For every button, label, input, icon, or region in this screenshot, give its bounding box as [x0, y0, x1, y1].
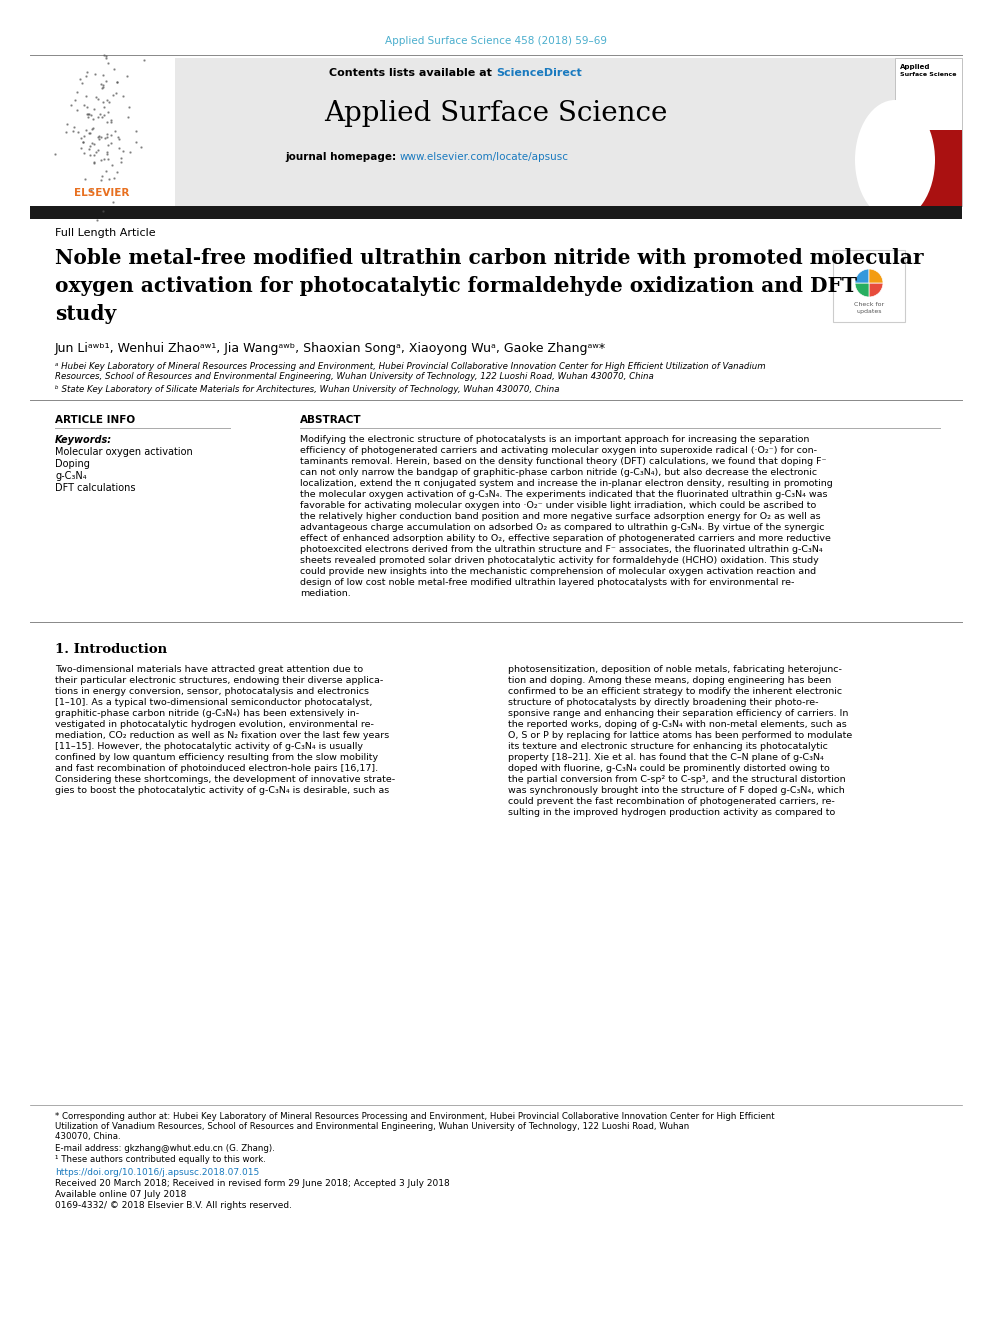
- Text: effect of enhanced adsorption ability to O₂, effective separation of photogenera: effect of enhanced adsorption ability to…: [300, 534, 831, 542]
- Bar: [833, 250, 905, 321]
- Text: Available online 07 July 2018: Available online 07 July 2018: [55, 1189, 186, 1199]
- Text: journal homepage:: journal homepage:: [286, 152, 400, 161]
- Text: sheets revealed promoted solar driven photocatalytic activity for formaldehyde (: sheets revealed promoted solar driven ph…: [300, 556, 818, 565]
- Text: [1–10]. As a typical two-dimensional semiconductor photocatalyst,: [1–10]. As a typical two-dimensional sem…: [55, 699, 372, 706]
- Wedge shape: [855, 283, 869, 296]
- Text: [11–15]. However, the photocatalytic activity of g-C₃N₄ is usually: [11–15]. However, the photocatalytic act…: [55, 742, 363, 751]
- Text: 430070, China.: 430070, China.: [55, 1132, 121, 1140]
- Text: Resources, School of Resources and Environmental Engineering, Wuhan University o: Resources, School of Resources and Envir…: [55, 372, 654, 381]
- Text: tion and doping. Among these means, doping engineering has been: tion and doping. Among these means, dopi…: [508, 676, 831, 685]
- Text: Modifying the electronic structure of photocatalysts is an important approach fo: Modifying the electronic structure of ph…: [300, 435, 809, 445]
- Ellipse shape: [855, 101, 935, 220]
- Text: gies to boost the photocatalytic activity of g-C₃N₄ is desirable, such as: gies to boost the photocatalytic activit…: [55, 786, 389, 795]
- Text: ScienceDirect: ScienceDirect: [496, 67, 581, 78]
- Text: O, S or P by replacing for lattice atoms has been performed to modulate: O, S or P by replacing for lattice atoms…: [508, 732, 852, 740]
- Bar: [895, 130, 962, 206]
- Text: taminants removal. Herein, based on the density functional theory (DFT) calculat: taminants removal. Herein, based on the …: [300, 456, 826, 466]
- Text: ᵇ State Key Laboratory of Silicate Materials for Architectures, Wuhan University: ᵇ State Key Laboratory of Silicate Mater…: [55, 385, 559, 394]
- Text: structure of photocatalysts by directly broadening their photo-re-: structure of photocatalysts by directly …: [508, 699, 818, 706]
- Text: confirmed to be an efficient strategy to modify the inherent electronic: confirmed to be an efficient strategy to…: [508, 687, 842, 696]
- Text: favorable for activating molecular oxygen into ·O₂⁻ under visible light irradiat: favorable for activating molecular oxyge…: [300, 501, 816, 509]
- Text: Applied Surface Science 458 (2018) 59–69: Applied Surface Science 458 (2018) 59–69: [385, 36, 607, 46]
- Text: oxygen activation for photocatalytic formaldehyde oxidization and DFT: oxygen activation for photocatalytic for…: [55, 277, 857, 296]
- Text: ELSEVIER: ELSEVIER: [74, 188, 130, 198]
- Wedge shape: [869, 283, 883, 296]
- Text: mediation.: mediation.: [300, 589, 351, 598]
- Text: confined by low quantum efficiency resulting from the slow mobility: confined by low quantum efficiency resul…: [55, 753, 378, 762]
- Text: g-C₃N₄: g-C₃N₄: [55, 471, 86, 482]
- Text: Received 20 March 2018; Received in revised form 29 June 2018; Accepted 3 July 2: Received 20 March 2018; Received in revi…: [55, 1179, 449, 1188]
- Text: photosensitization, deposition of noble metals, fabricating heterojunc-: photosensitization, deposition of noble …: [508, 665, 842, 673]
- Text: doped with fluorine, g-C₃N₄ could be prominently distorted owing to: doped with fluorine, g-C₃N₄ could be pro…: [508, 763, 829, 773]
- Wedge shape: [869, 269, 883, 283]
- Text: * Corresponding author at: Hubei Key Laboratory of Mineral Resources Processing : * Corresponding author at: Hubei Key Lab…: [55, 1113, 775, 1121]
- Text: Applied Surface Science: Applied Surface Science: [324, 101, 668, 127]
- Text: could provide new insights into the mechanistic comprehension of molecular oxyge: could provide new insights into the mech…: [300, 568, 816, 576]
- Text: Utilization of Vanadium Resources, School of Resources and Environmental Enginee: Utilization of Vanadium Resources, Schoo…: [55, 1122, 689, 1131]
- Text: Molecular oxygen activation: Molecular oxygen activation: [55, 447, 192, 456]
- Text: ᵃ Hubei Key Laboratory of Mineral Resources Processing and Environment, Hubei Pr: ᵃ Hubei Key Laboratory of Mineral Resour…: [55, 363, 766, 370]
- Text: Doping: Doping: [55, 459, 90, 468]
- Text: graphitic-phase carbon nitride (g-C₃N₄) has been extensively in-: graphitic-phase carbon nitride (g-C₃N₄) …: [55, 709, 359, 718]
- Text: efficiency of photogenerated carriers and activating molecular oxygen into super: efficiency of photogenerated carriers an…: [300, 446, 817, 455]
- Text: the molecular oxygen activation of g-C₃N₄. The experiments indicated that the fl: the molecular oxygen activation of g-C₃N…: [300, 490, 827, 499]
- Text: 1. Introduction: 1. Introduction: [55, 643, 167, 656]
- Text: and fast recombination of photoinduced electron-hole pairs [16,17].: and fast recombination of photoinduced e…: [55, 763, 378, 773]
- Text: DFT calculations: DFT calculations: [55, 483, 136, 493]
- Text: sponsive range and enhancing their separation efficiency of carriers. In: sponsive range and enhancing their separ…: [508, 709, 848, 718]
- Text: its texture and electronic structure for enhancing its photocatalytic: its texture and electronic structure for…: [508, 742, 828, 751]
- Text: vestigated in photocatalytic hydrogen evolution, environmental re-: vestigated in photocatalytic hydrogen ev…: [55, 720, 374, 729]
- Text: Surface Science: Surface Science: [900, 71, 956, 77]
- Text: Noble metal-free modified ultrathin carbon nitride with promoted molecular: Noble metal-free modified ultrathin carb…: [55, 247, 924, 269]
- Wedge shape: [855, 269, 869, 283]
- Text: can not only narrow the bandgap of graphitic-phase carbon nitride (g-C₃N₄), but : can not only narrow the bandgap of graph…: [300, 468, 817, 478]
- Text: localization, extend the π conjugated system and increase the in-planar electron: localization, extend the π conjugated sy…: [300, 479, 832, 488]
- Bar: [895, 58, 962, 206]
- Text: tions in energy conversion, sensor, photocatalysis and electronics: tions in energy conversion, sensor, phot…: [55, 687, 369, 696]
- Text: ARTICLE INFO: ARTICLE INFO: [55, 415, 135, 425]
- Text: the reported works, doping of g-C₃N₄ with non-metal elements, such as: the reported works, doping of g-C₃N₄ wit…: [508, 720, 847, 729]
- Text: Full Length Article: Full Length Article: [55, 228, 156, 238]
- Bar: [30, 58, 175, 206]
- Text: 0169-4332/ © 2018 Elsevier B.V. All rights reserved.: 0169-4332/ © 2018 Elsevier B.V. All righ…: [55, 1201, 292, 1211]
- Text: study: study: [55, 304, 116, 324]
- Text: could prevent the fast recombination of photogenerated carriers, re-: could prevent the fast recombination of …: [508, 796, 834, 806]
- Text: photoexcited electrons derived from the ultrathin structure and F⁻ associates, t: photoexcited electrons derived from the …: [300, 545, 822, 554]
- Text: their particular electronic structures, endowing their diverse applica-: their particular electronic structures, …: [55, 676, 383, 685]
- Text: www.elsevier.com/locate/apsusc: www.elsevier.com/locate/apsusc: [400, 152, 569, 161]
- Text: Check for: Check for: [854, 302, 884, 307]
- Text: Jun Liᵃʷᵇ¹, Wenhui Zhaoᵃʷ¹, Jia Wangᵃʷᵇ, Shaoxian Songᵃ, Xiaoyong Wuᵃ, Gaoke Zha: Jun Liᵃʷᵇ¹, Wenhui Zhaoᵃʷ¹, Jia Wangᵃʷᵇ,…: [55, 343, 606, 355]
- Text: E-mail address: gkzhang@whut.edu.cn (G. Zhang).: E-mail address: gkzhang@whut.edu.cn (G. …: [55, 1144, 275, 1154]
- Text: ABSTRACT: ABSTRACT: [300, 415, 362, 425]
- Text: Applied: Applied: [900, 64, 930, 70]
- Text: mediation, CO₂ reduction as well as N₂ fixation over the last few years: mediation, CO₂ reduction as well as N₂ f…: [55, 732, 389, 740]
- Text: was synchronously brought into the structure of F doped g-C₃N₄, which: was synchronously brought into the struc…: [508, 786, 845, 795]
- Text: property [18–21]. Xie et al. has found that the C–N plane of g-C₃N₄: property [18–21]. Xie et al. has found t…: [508, 753, 823, 762]
- Text: Two-dimensional materials have attracted great attention due to: Two-dimensional materials have attracted…: [55, 665, 363, 673]
- Text: ¹ These authors contributed equally to this work.: ¹ These authors contributed equally to t…: [55, 1155, 266, 1164]
- Text: Keywords:: Keywords:: [55, 435, 112, 445]
- Text: Considering these shortcomings, the development of innovative strate-: Considering these shortcomings, the deve…: [55, 775, 395, 785]
- Text: sulting in the improved hydrogen production activity as compared to: sulting in the improved hydrogen product…: [508, 808, 835, 818]
- Text: updates: updates: [856, 310, 882, 314]
- Text: the relatively higher conduction band position and more negative surface adsorpt: the relatively higher conduction band po…: [300, 512, 820, 521]
- Text: the partial conversion from C-sp² to C-sp³, and the structural distortion: the partial conversion from C-sp² to C-s…: [508, 775, 845, 785]
- Text: design of low cost noble metal-free modified ultrathin layered photocatalysts wi: design of low cost noble metal-free modi…: [300, 578, 795, 587]
- Text: Contents lists available at: Contents lists available at: [329, 67, 496, 78]
- Bar: [175, 58, 895, 206]
- Bar: [30, 206, 962, 220]
- Text: advantageous charge accumulation on adsorbed O₂ as compared to ultrathin g-C₃N₄.: advantageous charge accumulation on adso…: [300, 523, 824, 532]
- Text: https://doi.org/10.1016/j.apsusc.2018.07.015: https://doi.org/10.1016/j.apsusc.2018.07…: [55, 1168, 259, 1177]
